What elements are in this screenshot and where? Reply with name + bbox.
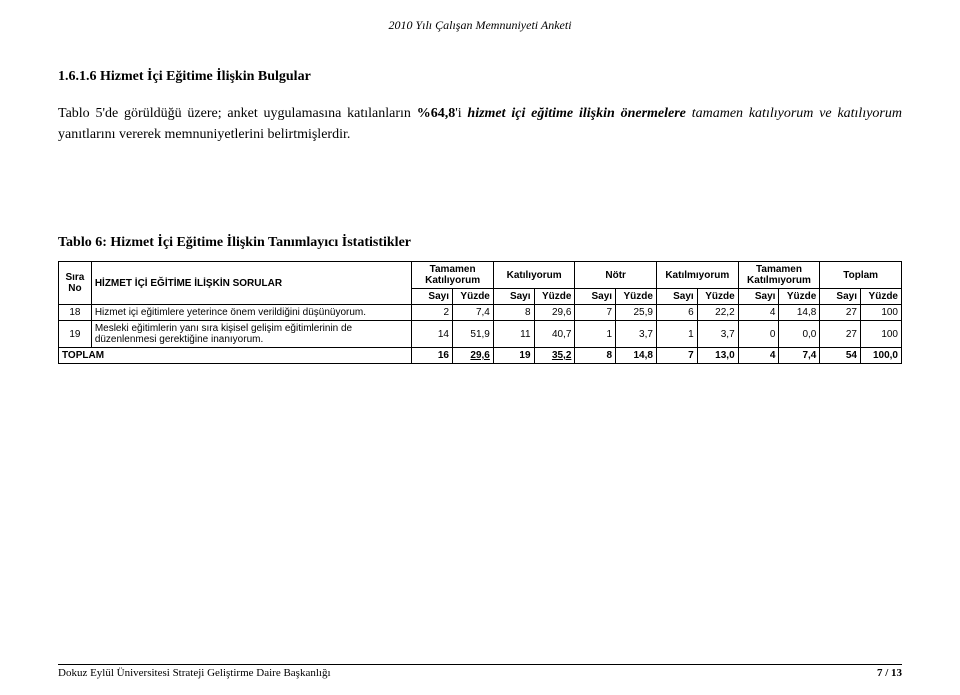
cell-val: 6 bbox=[656, 305, 697, 321]
cell-val: 29,6 bbox=[534, 305, 575, 321]
cell-val: 8 bbox=[493, 305, 534, 321]
col-group: Nötr bbox=[575, 262, 657, 289]
col-sub: Yüzde bbox=[697, 289, 738, 305]
col-question-header: HİZMET İÇİ EĞİTİME İLİŞKİN SORULAR bbox=[91, 262, 412, 305]
cell-total-val: 14,8 bbox=[616, 348, 657, 364]
col-sub: Sayı bbox=[656, 289, 697, 305]
col-group: Katılıyorum bbox=[493, 262, 575, 289]
cell-val: 1 bbox=[575, 321, 616, 348]
cell-val: 22,2 bbox=[697, 305, 738, 321]
cell-total-val: 35,2 bbox=[534, 348, 575, 364]
col-group: Katılmıyorum bbox=[656, 262, 738, 289]
cell-val: 3,7 bbox=[697, 321, 738, 348]
cell-val: 51,9 bbox=[453, 321, 494, 348]
cell-question: Hizmet içi eğitimlere yeterince önem ver… bbox=[91, 305, 412, 321]
table-title: Tablo 6: Hizmet İçi Eğitime İlişkin Tanı… bbox=[58, 235, 902, 251]
p-text: Tablo 5'de görüldüğü üzere; anket uygula… bbox=[58, 106, 417, 121]
footer-page-number: 7 / 13 bbox=[877, 667, 902, 679]
col-sub: Sayı bbox=[412, 289, 453, 305]
document-header: 2010 Yılı Çalışan Memnuniyeti Anketi bbox=[58, 18, 902, 33]
col-group: Tamamen Katılıyorum bbox=[412, 262, 494, 289]
cell-val: 0 bbox=[738, 321, 779, 348]
p-percent: %64,8 bbox=[417, 106, 456, 121]
cell-val: 0,0 bbox=[779, 321, 820, 348]
p-quote: hizmet içi eğitime ilişkin önermelere bbox=[467, 106, 685, 121]
cell-total-label: TOPLAM bbox=[59, 348, 412, 364]
cell-total-val: 7 bbox=[656, 348, 697, 364]
cell-total-val: 54 bbox=[820, 348, 861, 364]
cell-val: 27 bbox=[820, 305, 861, 321]
body-paragraph: Tablo 5'de görüldüğü üzere; anket uygula… bbox=[58, 103, 902, 145]
table-header-row-groups: Sıra No HİZMET İÇİ EĞİTİME İLİŞKİN SORUL… bbox=[59, 262, 902, 289]
cell-val: 4 bbox=[738, 305, 779, 321]
footer-org: Dokuz Eylül Üniversitesi Strateji Gelişt… bbox=[58, 667, 331, 679]
col-sub: Yüzde bbox=[453, 289, 494, 305]
p-text-italic: tamamen katılıyorum ve katılıyorum bbox=[686, 106, 902, 121]
cell-val: 14,8 bbox=[779, 305, 820, 321]
col-sub: Sayı bbox=[493, 289, 534, 305]
table-row: 18 Hizmet içi eğitimlere yeterince önem … bbox=[59, 305, 902, 321]
page-footer: Dokuz Eylül Üniversitesi Strateji Gelişt… bbox=[58, 664, 902, 679]
col-sub: Yüzde bbox=[616, 289, 657, 305]
cell-val: 11 bbox=[493, 321, 534, 348]
col-sub: Sayı bbox=[820, 289, 861, 305]
cell-total-val: 29,6 bbox=[453, 348, 494, 364]
cell-total-val: 13,0 bbox=[697, 348, 738, 364]
col-sub: Yüzde bbox=[534, 289, 575, 305]
cell-val: 100 bbox=[861, 305, 902, 321]
col-group: Tamamen Katılmıyorum bbox=[738, 262, 820, 289]
cell-total-val: 7,4 bbox=[779, 348, 820, 364]
cell-total-val: 16 bbox=[412, 348, 453, 364]
col-sub: Sayı bbox=[738, 289, 779, 305]
cell-sira: 19 bbox=[59, 321, 92, 348]
p-text: 'i bbox=[455, 106, 467, 121]
col-sub: Sayı bbox=[575, 289, 616, 305]
cell-total-val: 19 bbox=[493, 348, 534, 364]
stats-table: Sıra No HİZMET İÇİ EĞİTİME İLİŞKİN SORUL… bbox=[58, 261, 902, 364]
col-sira-no: Sıra No bbox=[59, 262, 92, 305]
cell-val: 3,7 bbox=[616, 321, 657, 348]
col-sub: Yüzde bbox=[861, 289, 902, 305]
cell-val: 25,9 bbox=[616, 305, 657, 321]
table-total-row: TOPLAM 16 29,6 19 35,2 8 14,8 7 13,0 4 7… bbox=[59, 348, 902, 364]
cell-sira: 18 bbox=[59, 305, 92, 321]
cell-val: 27 bbox=[820, 321, 861, 348]
cell-val: 100 bbox=[861, 321, 902, 348]
cell-total-val: 4 bbox=[738, 348, 779, 364]
cell-total-val: 8 bbox=[575, 348, 616, 364]
cell-total-val: 100,0 bbox=[861, 348, 902, 364]
p-text: yanıtlarını vererek memnuniyetlerini bel… bbox=[58, 127, 350, 142]
cell-val: 1 bbox=[656, 321, 697, 348]
cell-question: Mesleki eğitimlerin yanı sıra kişisel ge… bbox=[91, 321, 412, 348]
cell-val: 7,4 bbox=[453, 305, 494, 321]
section-title: 1.6.1.6 Hizmet İçi Eğitime İlişkin Bulgu… bbox=[58, 69, 902, 85]
cell-val: 40,7 bbox=[534, 321, 575, 348]
cell-val: 14 bbox=[412, 321, 453, 348]
col-group: Toplam bbox=[820, 262, 902, 289]
table-row: 19 Mesleki eğitimlerin yanı sıra kişisel… bbox=[59, 321, 902, 348]
col-sub: Yüzde bbox=[779, 289, 820, 305]
cell-val: 2 bbox=[412, 305, 453, 321]
cell-val: 7 bbox=[575, 305, 616, 321]
